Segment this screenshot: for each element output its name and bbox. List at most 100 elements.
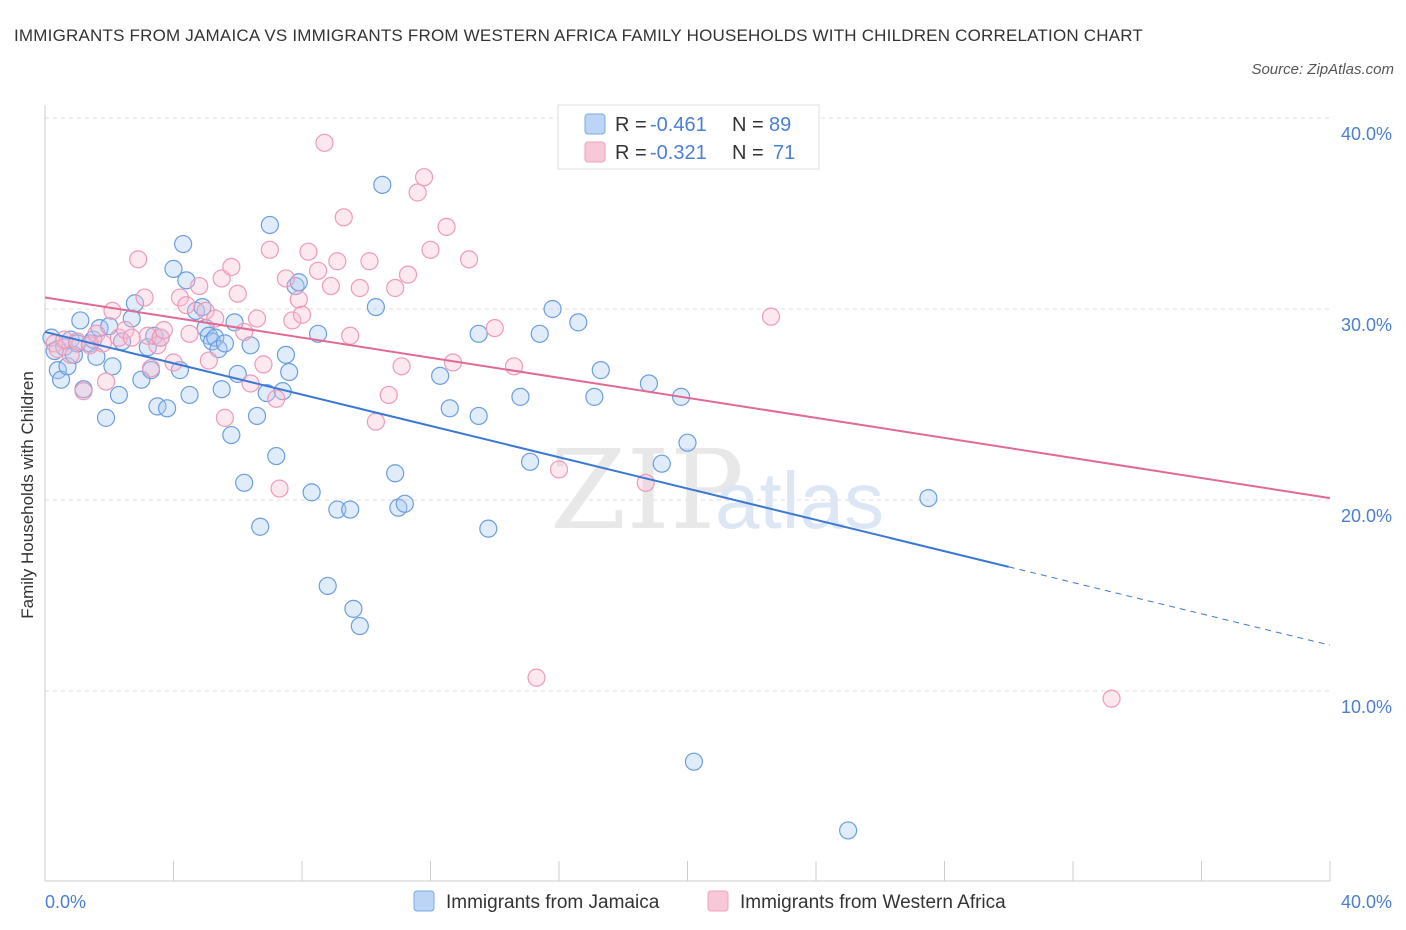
watermark: ZIP atlas xyxy=(550,426,884,554)
wafrica-point-53 xyxy=(366,412,385,431)
wafrica-point-52 xyxy=(360,252,379,271)
wafrica-point-11 xyxy=(109,328,128,347)
series-legend: Immigrants from Jamaica Immigrants from … xyxy=(413,890,1006,913)
wafrica-point-31 xyxy=(222,257,241,277)
wafrica-point-8 xyxy=(93,334,112,353)
wafrica-point-69 xyxy=(1102,689,1121,708)
bottom-legend-label-jamaica: Immigrants from Jamaica xyxy=(446,892,660,913)
jamaica-point-18 xyxy=(109,385,128,405)
wafrica-point-66 xyxy=(549,460,569,479)
wafrica-point-60 xyxy=(421,240,440,259)
legend-n-value-2: 71 xyxy=(773,142,795,164)
y-tick-label-0: 10.0% xyxy=(1341,697,1392,717)
legend-n-label-1: N = xyxy=(732,114,764,136)
x-tick-labels: 0.0% 40.0% xyxy=(45,892,1392,912)
wafrica-point-51 xyxy=(350,278,369,298)
jamaica-point-87 xyxy=(839,821,858,840)
jamaica-point-74 xyxy=(469,406,488,426)
chart-source: Source: ZipAtlas.com xyxy=(1251,61,1394,78)
wafrica-point-54 xyxy=(379,385,398,405)
wafrica-point-37 xyxy=(260,240,279,259)
wafrica-point-63 xyxy=(459,250,479,269)
jamaica-point-49 xyxy=(251,517,270,536)
jamaica-point-37 xyxy=(199,326,218,345)
legend-r-value-1: -0.461 xyxy=(650,114,707,136)
wafrica-trend-line xyxy=(44,296,1331,500)
legend-n-label-2: N = xyxy=(732,142,764,164)
jamaica-point-83 xyxy=(652,454,671,473)
wafrica-point-59 xyxy=(414,168,434,187)
jamaica-point-88 xyxy=(919,488,938,508)
y-tick-label-2: 30.0% xyxy=(1341,315,1392,335)
wafrica-point-41 xyxy=(283,311,302,330)
wafrica-point-10 xyxy=(103,301,122,321)
wafrica-point-40 xyxy=(276,269,296,288)
wafrica-point-20 xyxy=(154,320,173,340)
legend-r-label-2: R = xyxy=(615,142,647,164)
jamaica-point-77 xyxy=(530,324,549,343)
wafrica-point-12 xyxy=(116,320,135,340)
wafrica-point-13 xyxy=(122,328,141,347)
jamaica-point-25 xyxy=(145,326,164,345)
x-tick-label-0: 0.0% xyxy=(45,892,86,912)
wafrica-point-23 xyxy=(177,296,196,315)
wafrica-point-55 xyxy=(386,278,405,298)
bottom-legend-label-wafrica: Immigrants from Western Africa xyxy=(740,892,1006,913)
jamaica-point-54 xyxy=(276,345,296,364)
wafrica-point-36 xyxy=(254,355,273,374)
jamaica-point-62 xyxy=(341,500,360,519)
wafrica-point-7 xyxy=(87,324,106,343)
wafrica-point-17 xyxy=(141,359,161,378)
jamaica-point-50 xyxy=(257,383,276,403)
x-tick-label-1: 40.0% xyxy=(1341,892,1392,912)
wafrica-point-47 xyxy=(321,276,341,296)
jamaica-point-2 xyxy=(48,361,67,380)
wafrica-point-27 xyxy=(199,351,218,370)
legend-r-label-1: R = xyxy=(615,114,647,136)
jamaica-point-81 xyxy=(591,361,610,380)
jamaica-point-66 xyxy=(373,175,392,194)
wafrica-point-46 xyxy=(315,133,334,152)
wafrica-point-22 xyxy=(170,288,190,307)
wafrica-point-44 xyxy=(299,242,318,261)
wafrica-point-32 xyxy=(228,284,247,303)
series-jamaica-points xyxy=(42,175,938,840)
y-axis-label: Family Households with Children xyxy=(18,371,37,619)
wafrica-point-70 xyxy=(485,319,504,338)
jamaica-point-39 xyxy=(206,328,225,347)
wafrica-point-45 xyxy=(308,261,328,280)
jamaica-point-28 xyxy=(157,399,177,418)
wafrica-point-26 xyxy=(196,301,215,321)
wafrica-point-65 xyxy=(527,668,546,687)
wafrica-point-58 xyxy=(408,183,427,202)
jamaica-point-69 xyxy=(395,494,414,513)
jamaica-point-67 xyxy=(386,464,405,483)
jamaica-point-80 xyxy=(585,387,604,406)
wafrica-point-5 xyxy=(74,382,93,401)
jamaica-point-48 xyxy=(247,406,267,426)
jamaica-point-70 xyxy=(431,366,450,385)
jamaica-point-85 xyxy=(678,433,697,452)
jamaica-point-71 xyxy=(440,399,459,418)
jamaica-point-63 xyxy=(344,599,363,618)
jamaica-trend-line xyxy=(44,330,1009,568)
jamaica-point-5 xyxy=(58,357,77,376)
legend-r-value-2: -0.321 xyxy=(650,142,707,164)
wafrica-point-33 xyxy=(235,322,254,342)
wafrica-point-15 xyxy=(135,288,154,307)
wafrica-point-35 xyxy=(247,309,267,328)
jamaica-point-75 xyxy=(511,387,530,406)
jamaica-point-79 xyxy=(569,313,588,332)
jamaica-point-46 xyxy=(235,473,254,492)
jamaica-point-51 xyxy=(260,215,279,235)
legend-swatch-wafrica xyxy=(584,141,606,163)
jamaica-point-42 xyxy=(215,334,234,353)
jamaica-point-41 xyxy=(212,380,231,399)
axes xyxy=(44,105,1331,882)
correlation-legend: R = -0.461 N = 89 R = -0.321 N = 71 xyxy=(557,104,820,170)
wafrica-point-61 xyxy=(437,217,456,236)
series-wafrica-points xyxy=(45,133,1121,708)
jamaica-point-20 xyxy=(122,309,141,328)
jamaica-point-86 xyxy=(684,752,704,771)
jamaica-point-29 xyxy=(164,259,183,278)
